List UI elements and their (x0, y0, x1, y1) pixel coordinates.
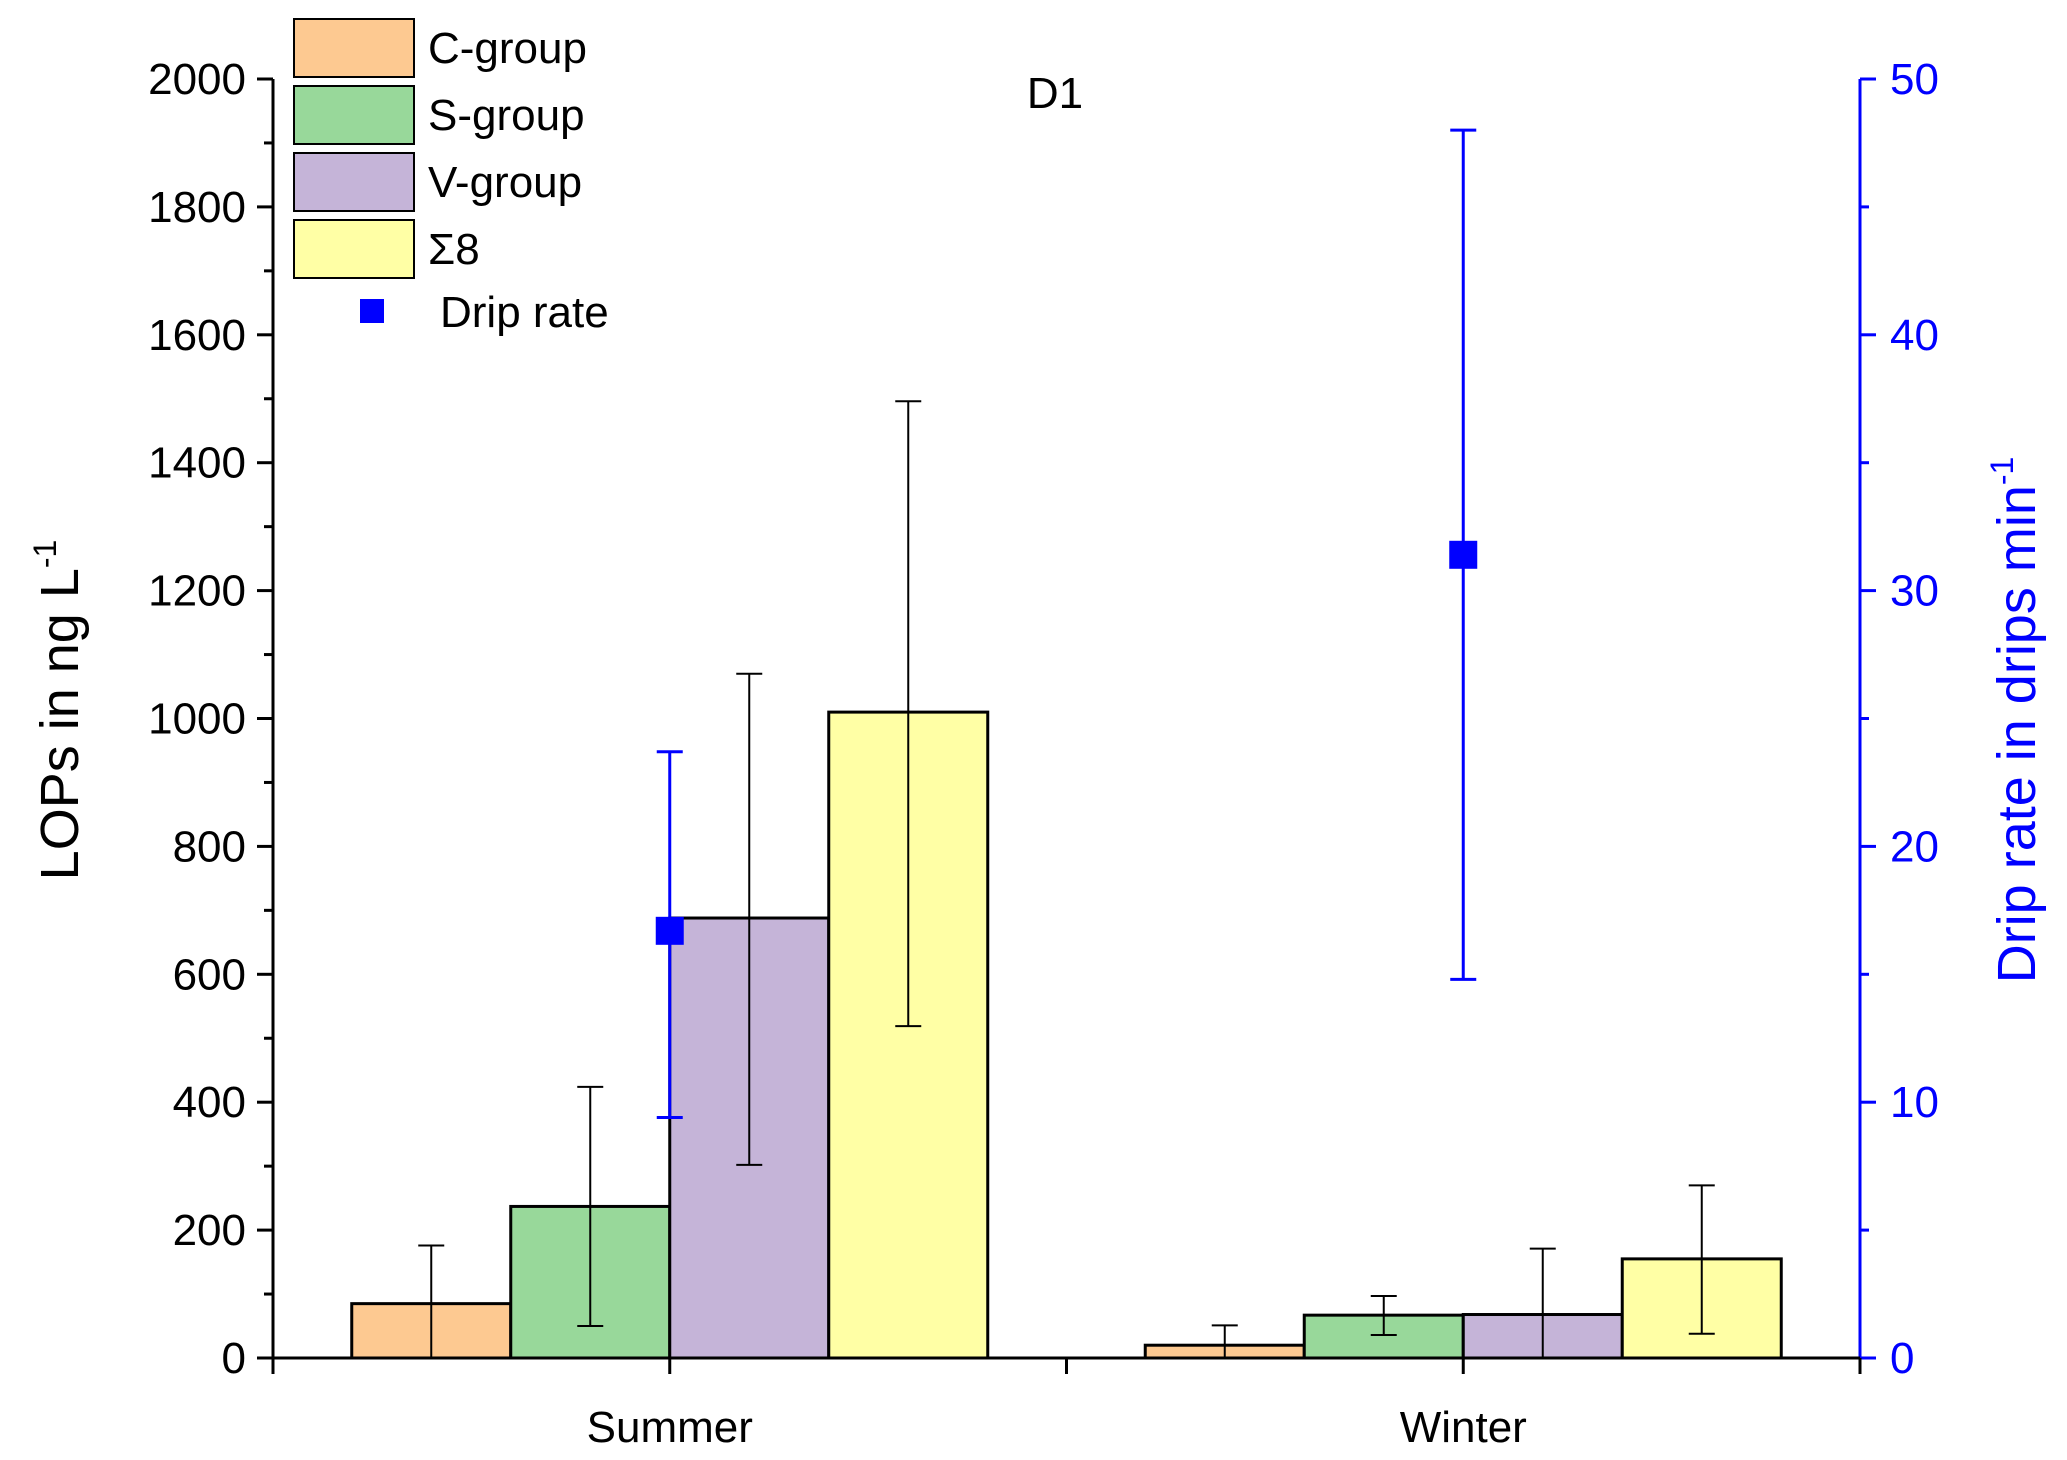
y-tick-label: 200 (173, 1206, 246, 1255)
y2-tick-label: 30 (1890, 567, 1939, 616)
y2-tick-label: 50 (1890, 55, 1939, 104)
legend-label: C-group (428, 24, 587, 73)
y2-axis-label-text: Drip rate in drips min (1987, 485, 2047, 983)
y-axis-label-sup: -1 (27, 540, 63, 568)
y2-tick-label: 20 (1890, 822, 1939, 871)
legend-label: V-group (428, 158, 582, 207)
legend-swatch (293, 18, 415, 78)
plot-area (350, 128, 1783, 1360)
y-tick-label: 1800 (148, 183, 246, 232)
y2-tick-label: 10 (1890, 1078, 1939, 1127)
drip-rate-point (1449, 540, 1478, 569)
x-axis: Summer Winter (271, 1356, 1862, 1452)
legend: C-group S-group V-group Σ8 Drip rate (293, 18, 609, 337)
x-tick-label: Winter (1400, 1403, 1527, 1452)
y2-axis: 0 10 20 30 40 50 (1858, 55, 1939, 1383)
y-tick-label: 0 (222, 1334, 246, 1383)
legend-label: Σ8 (428, 225, 480, 274)
bar (827, 710, 990, 1360)
y2-axis-label-sup: -1 (1984, 457, 2020, 485)
y-axis-label-text: LOPs in ng L (30, 568, 90, 880)
y-axis-label: LOPs in ng L-1 (27, 540, 90, 881)
legend-label: S-group (428, 91, 585, 140)
y-tick-label: 2000 (148, 55, 246, 104)
legend-swatch (293, 85, 415, 145)
y-tick-label: 400 (173, 1078, 246, 1127)
y-tick-label: 600 (173, 950, 246, 999)
y-tick-label: 1000 (148, 695, 246, 744)
chart-title: D1 (1027, 69, 1083, 118)
y2-tick-label: 0 (1890, 1334, 1914, 1383)
y-tick-label: 1200 (148, 567, 246, 616)
drip-rate-point (655, 916, 684, 945)
y2-axis-label: Drip rate in drips min-1 (1984, 457, 2047, 984)
legend-swatch (293, 152, 415, 212)
y-tick-label: 1600 (148, 311, 246, 360)
legend-label: Drip rate (440, 288, 609, 337)
y-axis: 0 200 400 600 800 1000 1200 1400 1600 1800 2000 (148, 55, 275, 1383)
y-tick-label: 800 (173, 822, 246, 871)
legend-swatch (293, 219, 415, 279)
y2-tick-label: 40 (1890, 311, 1939, 360)
x-tick-label: Summer (587, 1403, 753, 1452)
legend-marker (360, 299, 384, 323)
y-tick-label: 1400 (148, 439, 246, 488)
